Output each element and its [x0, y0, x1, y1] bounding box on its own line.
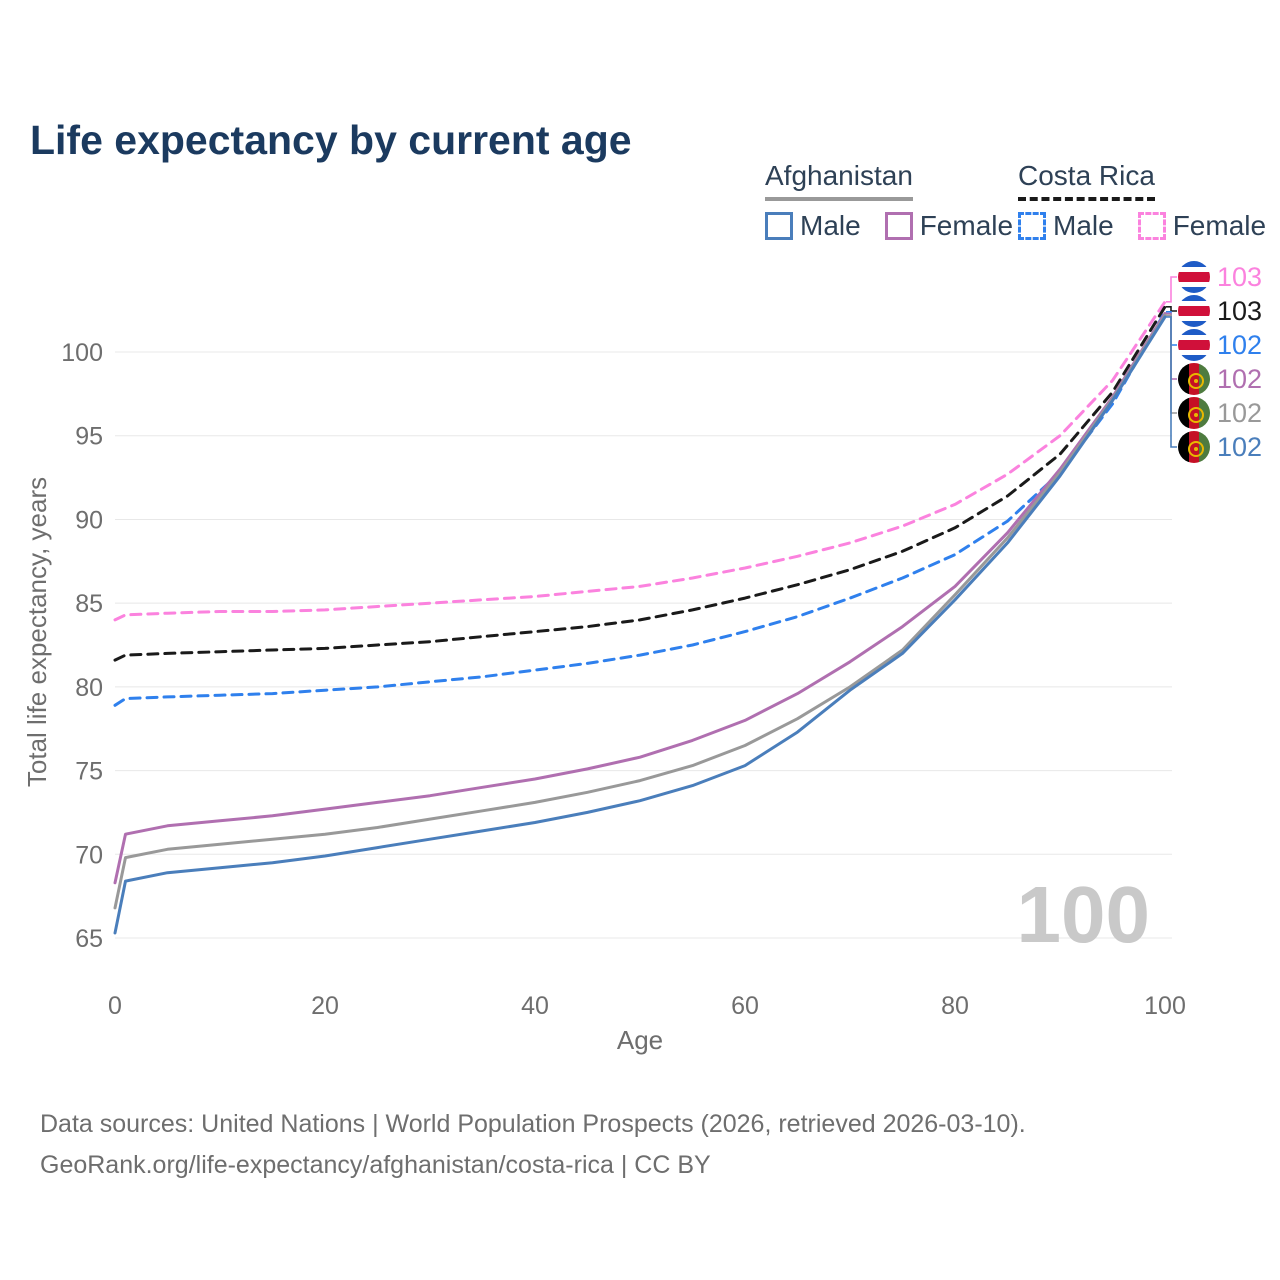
- legend-item-label: Female: [1172, 210, 1267, 241]
- y-tick-label-100: 100: [61, 339, 103, 367]
- y-tick-label-85: 85: [75, 590, 103, 618]
- afghanistan-male-swatch-icon: [765, 212, 793, 240]
- legend-item-afghanistan-female[interactable]: Female: [884, 210, 1014, 242]
- footer-sources-line: Data sources: United Nations | World Pop…: [40, 1110, 1026, 1138]
- y-tick-label-65: 65: [75, 925, 103, 953]
- costa-rica-male-swatch-icon: [1018, 212, 1046, 240]
- legend-item-label: Male: [1053, 210, 1114, 241]
- age-counter-watermark: 100: [1017, 870, 1150, 959]
- curve-costa-rica-female: [113, 300, 1167, 622]
- curve-afghanistan-male: [113, 315, 1167, 935]
- legend-country-afghanistan: Afghanistan: [765, 160, 913, 201]
- legend-item-costa-rica-male[interactable]: Male: [1018, 210, 1114, 242]
- x-tick-label-40: 40: [521, 992, 549, 1020]
- end-label-connector-afghanistan-male: [1166, 316, 1177, 448]
- end-label-connector-costa-rica-both-sexes: [1166, 305, 1177, 312]
- legend-item-label: Male: [800, 210, 861, 241]
- legend-group-costa-rica: Costa Rica Male Female: [1018, 160, 1266, 242]
- legend-item-costa-rica-female[interactable]: Female: [1137, 210, 1267, 242]
- footer: Data sources: United Nations | World Pop…: [40, 1104, 1026, 1186]
- curve-afghanistan-female: [113, 312, 1167, 885]
- x-tick-label-100: 100: [1144, 992, 1186, 1020]
- x-tick-label-0: 0: [108, 992, 122, 1020]
- y-tick-label-95: 95: [75, 423, 103, 451]
- legend-group-afghanistan: Afghanistan Male Female: [765, 160, 1013, 242]
- costa-rica-female-swatch-icon: [1137, 212, 1166, 240]
- y-tick-label-75: 75: [75, 758, 103, 786]
- end-label-connector-costa-rica-female: [1166, 276, 1177, 303]
- y-tick-label-80: 80: [75, 674, 103, 702]
- legend-item-afghanistan-male[interactable]: Male: [765, 210, 861, 242]
- x-tick-label-60: 60: [731, 992, 759, 1020]
- x-tick-label-20: 20: [311, 992, 339, 1020]
- legend-country-costa-rica: Costa Rica: [1018, 160, 1155, 201]
- x-axis-title: Age: [617, 1025, 663, 1055]
- legend-item-label: Female: [919, 210, 1014, 241]
- x-tick-label-80: 80: [941, 992, 969, 1020]
- page-title: Life expectancy by current age: [30, 117, 632, 164]
- y-axis-title: Total life expectancy, years: [22, 477, 52, 787]
- y-tick-label-90: 90: [75, 506, 103, 534]
- footer-attribution-line: GeoRank.org/life-expectancy/afghanistan/…: [40, 1151, 711, 1179]
- afghanistan-female-swatch-icon: [884, 212, 913, 240]
- curve-costa-rica-both-sexes: [113, 305, 1167, 662]
- curve-costa-rica-male: [113, 310, 1167, 707]
- curve-afghanistan-both-sexes: [113, 313, 1167, 910]
- y-tick-label-70: 70: [75, 841, 103, 869]
